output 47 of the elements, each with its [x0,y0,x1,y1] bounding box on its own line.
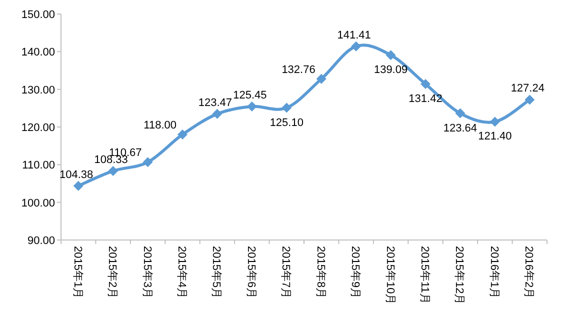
data-label: 123.64 [443,122,478,134]
y-tick-label: 150.00 [21,9,55,21]
point [212,108,222,119]
x-tick-label: 2016年2月 [522,246,535,299]
x-tick-label: 2015年3月 [140,246,153,299]
x-tick-label: 2015年12月 [453,246,466,305]
x-tick-label: 2015年4月 [176,246,188,299]
y-tick-label: 90.00 [27,235,55,247]
x-tick-label: 2015年5月 [210,246,222,299]
point [490,116,500,127]
point [524,94,535,105]
point [73,180,84,191]
data-label: 121.40 [478,130,512,143]
data-label: 132.76 [282,64,316,76]
y-tick-label: 110.00 [22,160,55,172]
point [455,108,466,118]
x-tick-label: 2015年6月 [244,246,257,299]
point [282,102,292,113]
x-tick-label: 2015年2月 [106,246,118,299]
x-tick-label: 2015年10月 [384,246,396,305]
y-tick-label: 130.00 [21,84,55,96]
y-tick-label: 140.00 [21,46,55,59]
x-tick-label: 2015年11月 [418,246,430,304]
point [386,50,396,60]
data-label: 125.45 [233,89,267,102]
point [316,74,326,84]
x-tick-label: 2015年1月 [71,246,84,299]
data-label: 131.42 [408,92,442,105]
point [178,130,188,140]
data-label: 123.47 [198,96,232,109]
data-label: 139.09 [374,64,408,76]
data-label: 104.38 [60,168,94,181]
point [351,41,362,52]
data-label: 127.24 [510,82,544,95]
y-tick-label: 100.00 [21,197,55,210]
point [108,166,118,176]
point [420,78,430,89]
y-tick-label: 120.00 [21,122,55,134]
x-tick-label: 2015年9月 [349,246,362,299]
point [246,101,257,112]
data-label: 125.10 [270,116,304,129]
x-tick-label: 2015年7月 [280,246,292,299]
data-label: 118.00 [144,120,176,132]
x-tick-label: 2016年1月 [488,246,500,299]
point [142,157,153,168]
x-tick-label: 2015年8月 [314,246,326,299]
data-label: 141.41 [337,29,371,42]
